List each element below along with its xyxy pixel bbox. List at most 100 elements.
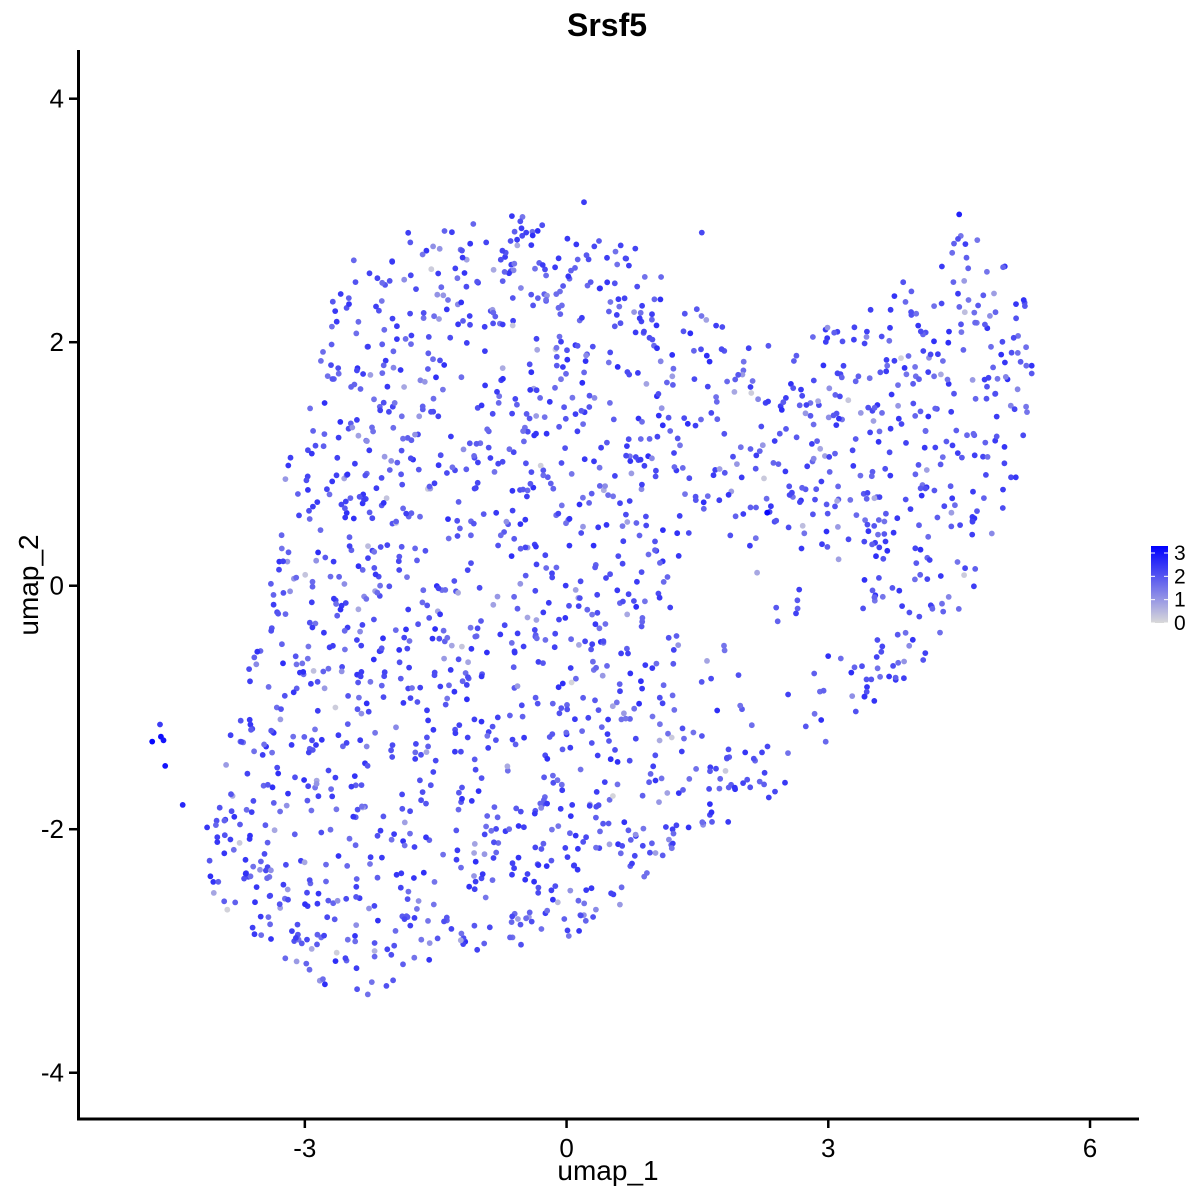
data-point bbox=[558, 781, 565, 788]
data-point bbox=[314, 707, 321, 714]
data-point bbox=[786, 483, 793, 490]
data-point bbox=[535, 295, 541, 301]
data-point bbox=[916, 522, 922, 529]
data-point bbox=[391, 942, 398, 949]
data-point bbox=[707, 768, 713, 775]
data-point bbox=[313, 780, 320, 787]
data-point bbox=[463, 340, 470, 346]
data-point bbox=[864, 328, 870, 335]
data-point bbox=[448, 433, 454, 440]
data-point bbox=[290, 689, 297, 696]
data-point bbox=[287, 588, 293, 595]
data-point bbox=[364, 438, 370, 444]
data-point bbox=[337, 291, 344, 297]
data-point bbox=[869, 541, 875, 548]
data-point bbox=[845, 397, 852, 404]
data-point bbox=[303, 960, 310, 967]
data-point bbox=[474, 946, 481, 953]
data-point bbox=[381, 326, 388, 333]
data-point bbox=[593, 789, 600, 795]
data-point bbox=[656, 694, 663, 701]
data-point bbox=[425, 717, 431, 724]
data-point bbox=[486, 924, 493, 931]
data-point bbox=[698, 313, 705, 319]
data-point bbox=[287, 454, 294, 461]
data-point bbox=[378, 682, 385, 689]
data-point bbox=[691, 347, 697, 354]
data-point bbox=[550, 772, 556, 779]
data-point bbox=[949, 495, 956, 502]
data-point bbox=[515, 854, 522, 861]
data-point bbox=[764, 509, 771, 516]
data-point bbox=[1008, 474, 1014, 481]
data-point bbox=[520, 643, 527, 650]
data-point bbox=[497, 532, 504, 539]
data-point bbox=[247, 678, 253, 685]
data-point bbox=[817, 445, 824, 452]
data-point bbox=[355, 432, 362, 439]
data-point bbox=[949, 442, 956, 449]
data-point bbox=[337, 419, 344, 425]
data-point bbox=[404, 574, 410, 580]
data-point bbox=[352, 933, 358, 939]
data-point bbox=[679, 465, 686, 471]
data-point bbox=[291, 831, 298, 838]
data-point bbox=[455, 499, 462, 505]
data-point bbox=[468, 560, 474, 566]
data-point bbox=[891, 357, 898, 364]
data-point bbox=[322, 981, 328, 988]
data-point bbox=[718, 346, 725, 353]
data-point bbox=[638, 678, 644, 685]
data-point bbox=[419, 403, 426, 410]
data-point bbox=[809, 441, 815, 447]
data-point bbox=[312, 620, 319, 627]
data-point bbox=[825, 653, 832, 659]
data-point bbox=[946, 328, 952, 335]
data-point bbox=[544, 907, 551, 914]
data-point bbox=[499, 365, 506, 371]
data-point bbox=[566, 602, 572, 609]
data-point bbox=[412, 749, 419, 756]
data-point bbox=[902, 496, 909, 503]
data-point bbox=[631, 309, 637, 315]
data-point bbox=[988, 530, 995, 537]
data-point bbox=[890, 529, 897, 536]
data-point bbox=[417, 513, 423, 520]
data-point bbox=[491, 469, 498, 475]
data-point bbox=[819, 541, 825, 548]
data-point bbox=[508, 553, 515, 559]
data-point bbox=[791, 358, 797, 364]
data-point bbox=[522, 572, 529, 579]
data-point bbox=[552, 384, 558, 391]
data-point bbox=[372, 571, 379, 578]
data-point bbox=[527, 480, 534, 487]
data-point bbox=[596, 238, 602, 244]
data-point bbox=[452, 265, 459, 272]
data-point bbox=[785, 691, 791, 698]
data-point bbox=[283, 802, 290, 809]
data-point bbox=[861, 577, 868, 583]
data-point bbox=[794, 597, 801, 604]
data-point bbox=[631, 705, 638, 712]
data-point bbox=[969, 518, 976, 525]
data-point bbox=[455, 806, 462, 813]
data-point bbox=[484, 426, 491, 433]
data-point bbox=[415, 898, 422, 904]
data-point bbox=[813, 486, 820, 493]
data-point bbox=[434, 291, 441, 298]
data-point bbox=[578, 407, 585, 414]
data-point bbox=[403, 510, 410, 517]
data-point bbox=[221, 817, 228, 824]
data-point bbox=[305, 643, 312, 650]
data-point bbox=[471, 841, 478, 847]
data-point bbox=[489, 877, 496, 883]
data-point bbox=[339, 664, 345, 670]
data-point bbox=[969, 531, 976, 538]
data-point bbox=[446, 682, 452, 689]
data-point bbox=[398, 543, 405, 550]
data-point bbox=[367, 372, 374, 378]
data-point bbox=[840, 362, 847, 369]
data-point bbox=[883, 368, 890, 375]
data-point bbox=[569, 394, 576, 401]
data-point bbox=[425, 743, 431, 750]
